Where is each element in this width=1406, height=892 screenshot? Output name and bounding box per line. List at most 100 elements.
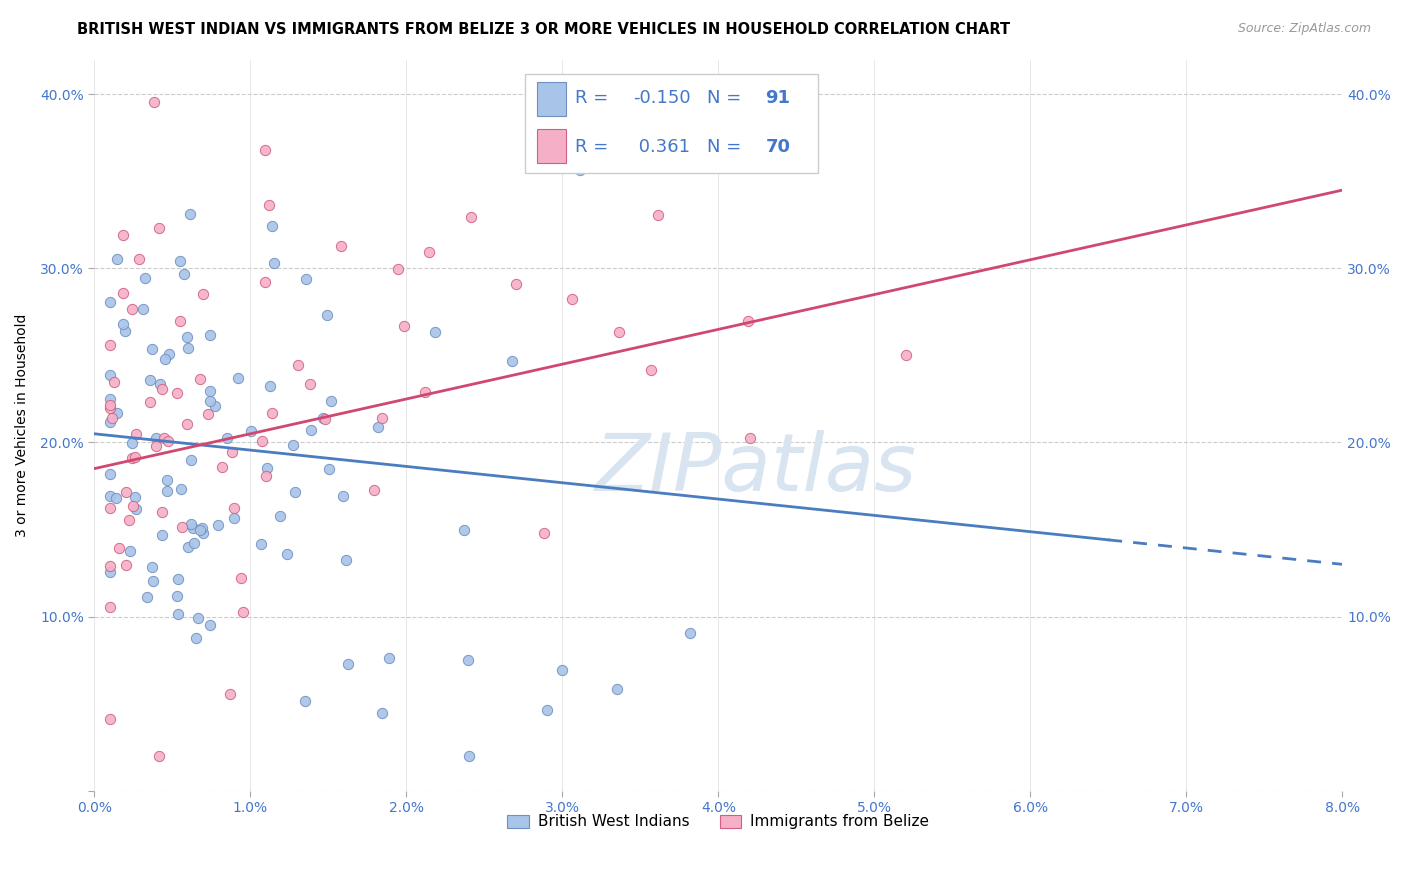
Point bbox=[134, 271, 156, 285]
Point bbox=[98, 368, 121, 382]
Point bbox=[222, 501, 245, 516]
Point bbox=[337, 657, 360, 671]
Point bbox=[294, 271, 316, 285]
Point bbox=[128, 252, 150, 266]
Point bbox=[167, 572, 190, 586]
Point bbox=[533, 526, 555, 541]
Point bbox=[335, 553, 357, 567]
Point bbox=[259, 378, 281, 392]
Point bbox=[98, 415, 121, 429]
Point bbox=[367, 420, 389, 434]
Point bbox=[207, 517, 229, 532]
Point bbox=[187, 611, 209, 625]
Point bbox=[132, 302, 155, 317]
Point bbox=[141, 342, 163, 356]
Point bbox=[198, 394, 221, 409]
Point bbox=[191, 526, 214, 541]
Point bbox=[240, 425, 263, 439]
Point bbox=[155, 473, 177, 487]
Point bbox=[173, 267, 195, 281]
Point bbox=[281, 438, 304, 452]
Point bbox=[120, 544, 142, 558]
Point bbox=[314, 412, 336, 426]
Point bbox=[124, 490, 146, 504]
Point bbox=[142, 95, 165, 109]
Point bbox=[139, 373, 162, 387]
Point bbox=[145, 431, 167, 445]
Point bbox=[180, 516, 202, 531]
Point bbox=[457, 653, 479, 667]
Point bbox=[226, 371, 249, 385]
Point bbox=[125, 426, 148, 441]
Point bbox=[312, 410, 335, 425]
Point bbox=[260, 219, 283, 233]
Point bbox=[229, 571, 252, 585]
Point bbox=[299, 377, 322, 392]
Point bbox=[254, 468, 277, 483]
Point bbox=[218, 687, 240, 701]
Point bbox=[150, 382, 173, 396]
Point bbox=[458, 748, 481, 763]
Point bbox=[98, 712, 121, 726]
Point bbox=[176, 417, 198, 431]
Point bbox=[98, 489, 121, 503]
Point bbox=[316, 308, 339, 322]
Point bbox=[197, 407, 219, 421]
Point bbox=[894, 348, 917, 362]
Point bbox=[329, 239, 352, 253]
Point bbox=[172, 520, 194, 534]
Point bbox=[98, 565, 121, 579]
Point bbox=[105, 252, 128, 267]
Point bbox=[640, 363, 662, 377]
Point bbox=[98, 398, 121, 412]
Point bbox=[153, 431, 176, 445]
Point bbox=[269, 508, 291, 523]
Point bbox=[606, 682, 628, 697]
Point bbox=[167, 607, 190, 621]
Point bbox=[363, 483, 385, 497]
Point bbox=[250, 537, 273, 551]
Point bbox=[418, 244, 440, 259]
Point bbox=[260, 406, 283, 420]
Point bbox=[318, 462, 340, 476]
Point bbox=[188, 371, 211, 385]
Point bbox=[166, 386, 188, 401]
Point bbox=[136, 590, 159, 604]
Point bbox=[169, 314, 191, 328]
Point bbox=[259, 198, 281, 212]
Point bbox=[332, 489, 354, 503]
Point bbox=[647, 208, 669, 222]
Point bbox=[198, 384, 221, 399]
Text: Source: ZipAtlas.com: Source: ZipAtlas.com bbox=[1237, 22, 1371, 36]
Point bbox=[263, 256, 285, 270]
Point bbox=[392, 318, 415, 333]
Point bbox=[714, 146, 737, 161]
Point bbox=[115, 558, 138, 573]
Legend: British West Indians, Immigrants from Belize: British West Indians, Immigrants from Be… bbox=[501, 808, 935, 836]
Point bbox=[98, 501, 121, 516]
Point bbox=[98, 467, 121, 481]
Point bbox=[177, 540, 200, 554]
Point bbox=[294, 694, 316, 708]
Point bbox=[176, 330, 198, 344]
Point bbox=[125, 501, 148, 516]
Point bbox=[453, 523, 475, 537]
Text: BRITISH WEST INDIAN VS IMMIGRANTS FROM BELIZE 3 OR MORE VEHICLES IN HOUSEHOLD CO: BRITISH WEST INDIAN VS IMMIGRANTS FROM B… bbox=[77, 22, 1011, 37]
Point bbox=[98, 558, 121, 573]
Point bbox=[179, 207, 201, 221]
Point bbox=[198, 328, 221, 343]
Point bbox=[188, 524, 211, 538]
Point bbox=[299, 423, 322, 437]
Point bbox=[737, 314, 759, 328]
Point bbox=[215, 431, 238, 445]
Point bbox=[98, 599, 121, 614]
Point bbox=[149, 376, 172, 391]
Point bbox=[98, 392, 121, 406]
Point bbox=[387, 261, 409, 276]
Point bbox=[111, 285, 134, 300]
Point bbox=[170, 482, 193, 496]
Point bbox=[287, 358, 309, 372]
Point bbox=[505, 277, 527, 291]
Point bbox=[148, 748, 170, 763]
Point bbox=[377, 651, 399, 665]
